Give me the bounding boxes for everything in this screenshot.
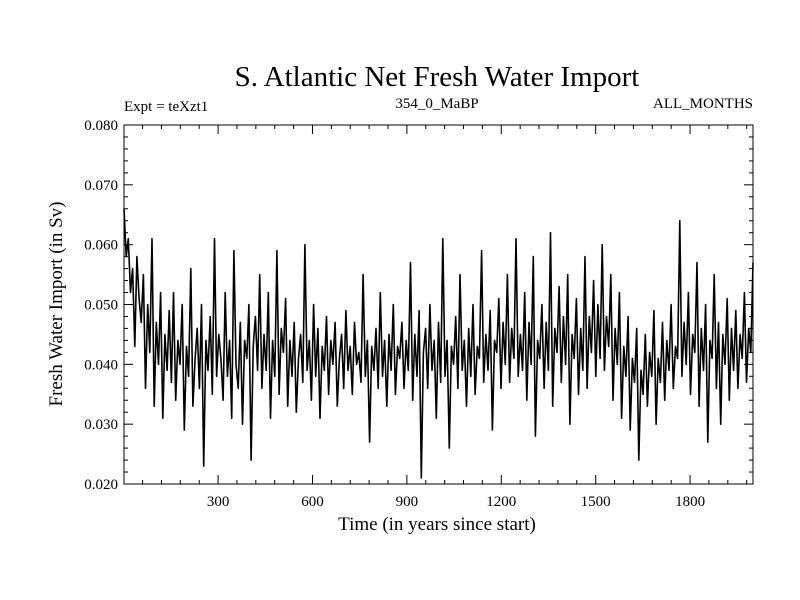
months-label: ALL_MONTHS (653, 96, 753, 112)
plot-frame (123, 124, 754, 485)
x-tick-label: 900 (396, 494, 419, 510)
experiment-label: Expt = teXzt1 (124, 99, 208, 115)
x-tick-label: 300 (207, 494, 230, 510)
period-label: 354_0_MaBP (395, 96, 478, 112)
y-tick-label: 0.040 (84, 357, 118, 373)
y-tick-label: 0.050 (84, 298, 118, 314)
fresh-water-import-line (123, 208, 754, 479)
y-tick-label: 0.080 (84, 118, 118, 134)
x-tick-label: 600 (301, 494, 324, 510)
x-axis-ticks: 300 600 900 1200 1500 1800 (142, 125, 748, 510)
y-tick-label: 0.020 (84, 477, 118, 493)
y-axis-label: Fresh Water Import (in Sv) (46, 202, 67, 407)
chart-title: S. Atlantic Net Fresh Water Import (235, 61, 640, 93)
x-tick-label: 1500 (581, 494, 611, 510)
y-tick-label: 0.060 (84, 238, 118, 254)
x-tick-label: 1800 (675, 494, 705, 510)
y-tick-label: 0.030 (84, 417, 118, 433)
x-tick-label: 1200 (486, 494, 516, 510)
x-axis-label: Time (in years since start) (338, 514, 536, 535)
y-tick-label: 0.070 (84, 178, 118, 194)
y-axis-ticks: 0.020 0.030 0.040 0.050 0.060 0.070 0.080 (84, 118, 753, 493)
